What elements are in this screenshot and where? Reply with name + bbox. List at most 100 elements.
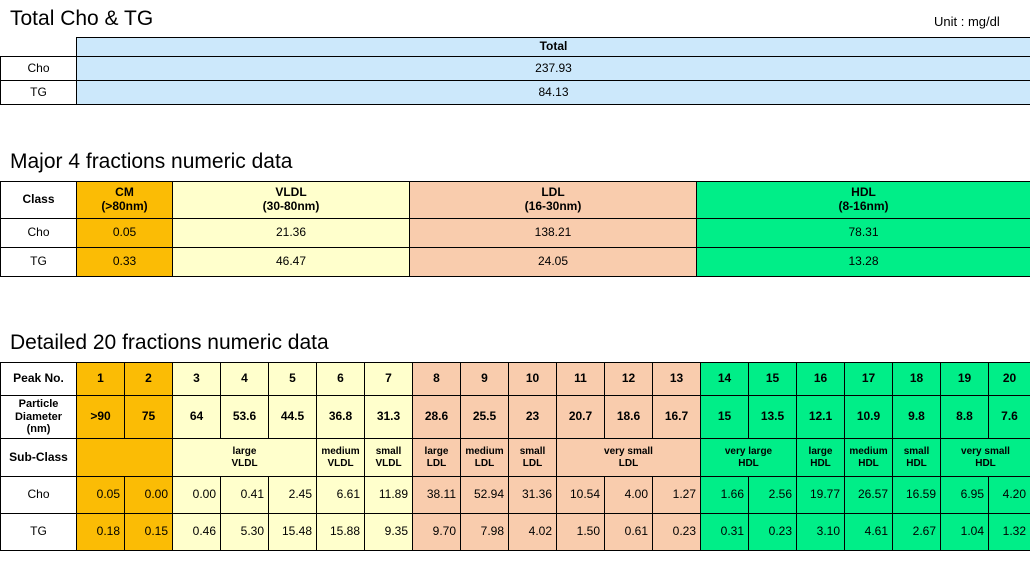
major-row-label-cho: Cho xyxy=(0,218,77,248)
peak-cell: 15 xyxy=(748,362,797,396)
diameter-cell: 8.8 xyxy=(940,395,989,439)
detailed-value-cell: 0.61 xyxy=(604,513,653,551)
diameter-cell: 25.5 xyxy=(460,395,509,439)
subclass-line: very large xyxy=(724,446,773,457)
detailed-section-title: Detailed 20 fractions numeric data xyxy=(10,331,329,354)
peak-cell: 5 xyxy=(268,362,317,396)
detailed-value-cell: 1.27 xyxy=(652,476,701,514)
major-class-label: Class xyxy=(0,181,77,219)
subclass-cell: small LDL xyxy=(508,438,557,477)
detailed-value-cell: 6.61 xyxy=(316,476,365,514)
class-name: VLDL xyxy=(275,185,307,200)
peak-cell: 12 xyxy=(604,362,653,396)
detailed-value-cell: 4.00 xyxy=(604,476,653,514)
diameter-cell: 64 xyxy=(172,395,221,439)
subclass-line: large xyxy=(232,446,257,457)
subclass-line: HDL xyxy=(738,457,759,469)
detailed-value-cell: 0.41 xyxy=(220,476,269,514)
subclass-line: VLDL xyxy=(375,457,402,469)
peak-cell: 10 xyxy=(508,362,557,396)
peak-cell: 6 xyxy=(316,362,365,396)
detailed-value-cell: 4.02 xyxy=(508,513,557,551)
subclass-cell: large HDL xyxy=(796,438,845,477)
peak-cell: 17 xyxy=(844,362,893,396)
subclass-line: medium xyxy=(321,446,360,457)
detailed-value-cell: 10.54 xyxy=(556,476,605,514)
subclass-line: very small xyxy=(604,446,653,457)
diameter-label: Particle Diameter (nm) xyxy=(0,395,77,439)
diameter-cell: 36.8 xyxy=(316,395,365,439)
detailed-row-label-tg: TG xyxy=(0,513,77,551)
detailed-value-cell: 16.59 xyxy=(892,476,941,514)
major-value-cell: 24.05 xyxy=(409,247,697,277)
major-class-cm: CM (>80nm) xyxy=(76,181,173,219)
subclass-line: HDL xyxy=(858,457,879,469)
subclass-line: small xyxy=(375,446,402,457)
peak-cell: 20 xyxy=(988,362,1030,396)
peak-cell: 4 xyxy=(220,362,269,396)
peak-cell: 1 xyxy=(76,362,125,396)
diameter-cell: 18.6 xyxy=(604,395,653,439)
major-value-cell: 21.36 xyxy=(172,218,410,248)
total-row-label-cho: Cho xyxy=(0,56,77,81)
diameter-cell: 44.5 xyxy=(268,395,317,439)
unit-label: Unit : mg/dl xyxy=(934,14,1000,29)
subclass-cell: very small HDL xyxy=(940,438,1030,477)
peak-cell: 3 xyxy=(172,362,221,396)
detailed-row-label-cho: Cho xyxy=(0,476,77,514)
major-value-cell: 0.05 xyxy=(76,218,173,248)
subclass-line: LDL xyxy=(618,457,639,469)
major-section-title: Major 4 fractions numeric data xyxy=(10,150,293,173)
detailed-value-cell: 0.15 xyxy=(124,513,173,551)
subclass-line: medium xyxy=(465,446,504,457)
subclass-line: VLDL xyxy=(231,457,258,469)
peak-row: Peak No. 1 2 3 4 5 6 7 8 9 10 11 12 13 1… xyxy=(0,362,1030,396)
detailed-value-cell: 0.23 xyxy=(652,513,701,551)
subclass-cell: medium LDL xyxy=(460,438,509,477)
subclass-cell: medium HDL xyxy=(844,438,893,477)
detailed-value-cell: 1.04 xyxy=(940,513,989,551)
class-name: CM xyxy=(115,185,134,200)
detailed-value-cell: 0.31 xyxy=(700,513,749,551)
detailed-value-cell: 38.11 xyxy=(412,476,461,514)
peak-cell: 16 xyxy=(796,362,845,396)
diameter-label-line: Diameter xyxy=(14,410,63,423)
diameter-cell: 20.7 xyxy=(556,395,605,439)
subclass-line: large xyxy=(808,446,833,457)
diameter-cell: 12.1 xyxy=(796,395,845,439)
detailed-row-tg: TG 0.18 0.15 0.46 5.30 15.48 15.88 9.35 … xyxy=(0,513,1030,551)
subclass-line: LDL xyxy=(522,457,543,469)
diameter-cell: 15 xyxy=(700,395,749,439)
subclass-cell: very small LDL xyxy=(556,438,701,477)
major-class-hdl: HDL (8-16nm) xyxy=(696,181,1030,219)
diameter-cell: 23 xyxy=(508,395,557,439)
major-fractions-table: Class CM (>80nm) VLDL (30-80nm) LDL (16-30n… xyxy=(0,181,1030,277)
major-class-vldl: VLDL (30-80nm) xyxy=(172,181,410,219)
detailed-value-cell: 2.67 xyxy=(892,513,941,551)
peak-cell: 19 xyxy=(940,362,989,396)
detailed-value-cell: 0.00 xyxy=(124,476,173,514)
diameter-cell: 31.3 xyxy=(364,395,413,439)
diameter-cell: 7.6 xyxy=(988,395,1030,439)
subclass-line: small xyxy=(903,446,930,457)
diameter-cell: 10.9 xyxy=(844,395,893,439)
class-range: (>80nm) xyxy=(101,199,148,213)
total-value-cho: 237.93 xyxy=(76,56,1030,81)
subclass-line: LDL xyxy=(426,457,447,469)
peak-cell: 8 xyxy=(412,362,461,396)
total-corner-cell xyxy=(0,37,77,57)
peak-label: Peak No. xyxy=(0,362,77,396)
diameter-cell: 75 xyxy=(124,395,173,439)
total-row-label-tg: TG xyxy=(0,80,77,105)
peak-cell: 9 xyxy=(460,362,509,396)
total-section-title: Total Cho & TG xyxy=(10,7,154,30)
subclass-cell: small HDL xyxy=(892,438,941,477)
detailed-value-cell: 7.98 xyxy=(460,513,509,551)
major-value-cell: 0.33 xyxy=(76,247,173,277)
detailed-value-cell: 9.35 xyxy=(364,513,413,551)
subclass-cell: large LDL xyxy=(412,438,461,477)
detailed-value-cell: 15.48 xyxy=(268,513,317,551)
total-table: Total Cho 237.93 TG 84.13 xyxy=(0,37,1030,105)
subclass-label: Sub-Class xyxy=(0,438,77,477)
detailed-value-cell: 52.94 xyxy=(460,476,509,514)
